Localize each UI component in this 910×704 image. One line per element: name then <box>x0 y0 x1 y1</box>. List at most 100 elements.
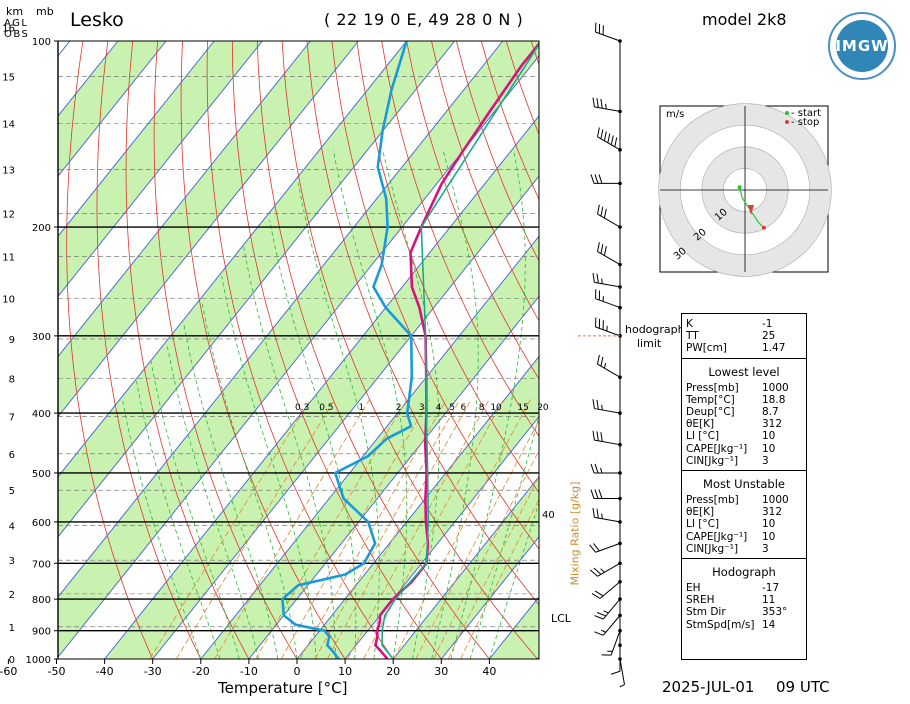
hodograph-indices-title: Hodograph <box>682 565 806 579</box>
index-lowest-value: 10 <box>762 443 806 455</box>
index-lowest-value: 18.8 <box>762 394 806 406</box>
x-tick-label: -60 <box>0 665 17 678</box>
pressure-tick-label: 400 <box>32 409 51 420</box>
index-unstable-value: 3 <box>762 543 806 555</box>
wind-barb-feather <box>597 242 599 251</box>
height-tick-label: 11 <box>2 253 15 264</box>
height-tick-label: 8 <box>9 374 15 385</box>
x-tick-label: 10 <box>338 665 352 678</box>
x-tick-label: -30 <box>144 665 162 678</box>
height-tick-label: 10 <box>2 294 15 305</box>
index-lowest-key: Press[mb] <box>682 382 762 394</box>
wind-barb-half-feather <box>604 363 605 368</box>
wind-barb-feather <box>590 545 596 552</box>
x-tick-label: -20 <box>192 665 210 678</box>
x-tick-label: 30 <box>434 665 448 678</box>
index-lowest-key: Deup[°C] <box>682 406 762 418</box>
index-hodo-key: Stm Dir <box>682 606 762 618</box>
wind-barb-feather <box>593 273 594 282</box>
wind-barb-half-feather <box>601 630 606 632</box>
wind-barb-feather <box>604 132 606 141</box>
height-tick-label: 12 <box>2 210 15 221</box>
index-unstable-value: 312 <box>762 506 806 518</box>
wind-barb-half-feather <box>602 405 603 410</box>
mixing-ratio-label: 2 <box>396 403 402 413</box>
wind-barb-feather <box>597 274 598 283</box>
wind-barb-feather <box>595 464 598 473</box>
wind-barb-feather <box>594 616 603 619</box>
mixing-ratio-label: 15 <box>517 403 528 413</box>
height-tick-label: 2 <box>9 590 15 601</box>
wind-barb-feather <box>601 432 602 441</box>
height-tick-label: 13 <box>2 165 15 176</box>
wind-barb-feather <box>608 134 610 143</box>
mixing-ratio-label: 1 <box>358 403 364 413</box>
wind-barb-feather <box>599 174 602 183</box>
wind-barb-half-feather <box>602 279 603 284</box>
index-lowest-key: Temp[°C] <box>682 394 762 406</box>
station-coords: ( 22 19 0 E, 49 28 0 N ) <box>324 10 523 29</box>
x-tick-label: -10 <box>240 665 258 678</box>
station-name: Lesko <box>70 9 124 31</box>
wind-barb-half-feather <box>601 569 605 573</box>
height-tick-label: 5 <box>9 486 15 497</box>
wind-barb-feather <box>593 543 599 550</box>
index-lowest-value: 10 <box>762 430 806 442</box>
pressure-tick-label: 700 <box>32 559 51 570</box>
index-top-row: K-1 <box>682 318 806 330</box>
wind-barb-feather <box>593 98 594 107</box>
index-unstable-value: 1000 <box>762 494 806 506</box>
index-unstable-row: θE[K]312 <box>682 506 806 518</box>
wind-barb-feather <box>611 136 613 145</box>
index-unstable-value: 10 <box>762 531 806 543</box>
wind-barb-feather <box>599 490 602 499</box>
legend-stop-dot <box>785 120 789 124</box>
index-hodo-row: StmSpd[m/s]14 <box>682 619 806 631</box>
hodograph-stop-label: - stop <box>791 117 819 128</box>
mixing-ratio-label: 4 <box>436 403 442 413</box>
most-unstable-title: Most Unstable <box>682 477 806 491</box>
index-unstable-key: CIN[Jkg⁻¹] <box>682 543 762 555</box>
index-top-value: -1 <box>762 318 806 330</box>
wind-barb-feather <box>592 594 600 599</box>
mixing-ratio-label: 3 <box>419 403 425 413</box>
model-name: model 2k8 <box>702 10 787 29</box>
index-hodo-value: 14 <box>762 619 806 631</box>
index-lowest-value: 3 <box>762 455 806 467</box>
wind-barb-feather <box>597 98 598 107</box>
logo-text: IMGW <box>830 37 894 55</box>
wind-barb-feather <box>597 431 598 440</box>
pressure-tick-label: 100 <box>32 37 51 48</box>
wind-barb-feather <box>591 464 594 473</box>
index-hodo-value: 353° <box>762 606 806 618</box>
x-tick-label: 40 <box>482 665 496 678</box>
wind-barb-half-feather <box>602 514 603 519</box>
wind-barb-half-feather <box>604 611 609 613</box>
index-top-value: 25 <box>762 330 806 342</box>
x-tick-label: 20 <box>386 665 400 678</box>
mixing-ratio-label: 10 <box>490 403 502 413</box>
wind-barb-feather <box>595 591 603 596</box>
height-tick-label: 14 <box>2 120 15 131</box>
height-tick-label: 15 <box>2 72 15 83</box>
wind-barb-feather <box>597 612 606 615</box>
index-unstable-key: LI [°C] <box>682 518 762 530</box>
index-hodo-value: -17 <box>762 582 806 594</box>
wind-barb-feather <box>595 490 598 499</box>
index-unstable-key: θE[K] <box>682 506 762 518</box>
x-axis-title: Temperature [°C] <box>218 679 347 697</box>
wind-barb-feather <box>597 400 598 409</box>
wind-barb-feather <box>593 431 594 440</box>
index-hodo-value: 11 <box>762 594 806 606</box>
wind-barb-feather <box>594 632 603 635</box>
pressure-tick-label: 800 <box>32 595 51 606</box>
index-lowest-value: 1000 <box>762 382 806 394</box>
pressure-tick-label: 200 <box>32 223 51 234</box>
height-tick-label: 0 <box>9 655 15 666</box>
